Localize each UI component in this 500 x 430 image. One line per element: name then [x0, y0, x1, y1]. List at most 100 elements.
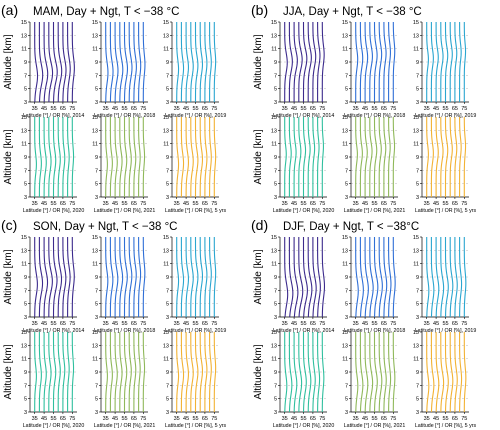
profile-line	[43, 237, 49, 318]
y-tick-label: 3	[24, 195, 27, 201]
x-axis-label-prefix: Latitude [°] / OR [%],	[415, 208, 463, 214]
y-tick-label: 9	[166, 275, 169, 281]
y-axis-label: Altitude [km]	[3, 34, 14, 89]
x-tick-label: 75	[211, 106, 217, 112]
y-tick-label: 9	[416, 275, 419, 281]
y-tick-label: 9	[24, 370, 27, 376]
profile-line	[293, 237, 299, 318]
y-tick-label: 15	[271, 20, 277, 26]
profile-line	[459, 21, 462, 102]
profile-line	[426, 332, 430, 413]
profile-line	[373, 237, 379, 318]
profile-line	[359, 117, 363, 197]
profile-line	[463, 237, 467, 317]
y-tick-label: 13	[21, 248, 27, 254]
profile-line	[302, 117, 307, 197]
profile-line	[57, 22, 63, 103]
x-tick-label: 35	[353, 416, 359, 422]
x-axis-label-prefix: Latitude [°] / OR [%],	[344, 208, 392, 214]
profile-line	[288, 237, 294, 318]
profile-line	[383, 117, 387, 197]
profile-line	[288, 22, 293, 102]
profile-line	[176, 332, 180, 412]
profile-line	[114, 237, 119, 317]
profile-line	[109, 117, 113, 198]
x-axis-label-prefix: Latitude [°] / OR [%],	[23, 328, 71, 334]
y-tick-label: 13	[163, 33, 169, 39]
profile-line	[57, 332, 61, 412]
profile-line	[444, 117, 449, 197]
profile-line	[71, 22, 75, 103]
y-tick-label: 11	[342, 262, 348, 268]
x-tick-label: 75	[390, 416, 396, 422]
y-tick-label: 7	[274, 168, 277, 174]
profile-line	[373, 22, 378, 102]
x-axis-label-year: 2021	[392, 423, 405, 429]
y-tick-label: 9	[166, 155, 169, 161]
profile-line	[204, 237, 208, 317]
profile-line	[213, 22, 217, 102]
y-tick-label: 15	[163, 330, 169, 336]
profile-line	[199, 22, 204, 102]
profile-line	[288, 332, 293, 413]
profile-line	[194, 237, 199, 317]
profile-line	[302, 237, 308, 318]
x-tick-label: 75	[69, 416, 75, 422]
profile-line	[123, 22, 129, 103]
x-axis-label: Latitude [°] / OR [%], 2018	[94, 113, 156, 119]
y-tick-label: 15	[92, 115, 98, 121]
profile-line	[378, 117, 382, 197]
profile-line	[430, 117, 434, 197]
profile-line	[123, 237, 128, 317]
profile-line	[34, 332, 37, 412]
profile-line	[133, 332, 137, 412]
profile-line	[459, 237, 463, 318]
profile-line	[449, 22, 453, 102]
x-tick-label: 75	[140, 321, 146, 327]
x-axis-label: Latitude [°] / OR [%], 2014	[273, 113, 335, 119]
y-tick-label: 5	[416, 302, 419, 308]
profile-line	[176, 22, 180, 103]
y-tick-label: 5	[95, 87, 98, 93]
y-tick-label: 7	[345, 168, 348, 174]
x-tick-label: 55	[442, 106, 448, 112]
profile-line	[180, 22, 185, 103]
y-tick-label: 11	[342, 357, 348, 363]
profile-line	[185, 237, 189, 317]
y-tick-label: 11	[21, 262, 27, 268]
profile-line	[138, 22, 142, 103]
profile-line	[57, 117, 61, 197]
x-tick-label: 55	[300, 201, 306, 207]
x-tick-label: 75	[319, 201, 325, 207]
x-axis-label-prefix: Latitude [°] / OR [%],	[344, 423, 392, 429]
profile-line	[123, 117, 128, 197]
y-tick-label: 3	[24, 315, 27, 321]
x-axis-label: Latitude [°] / OR [%], 5 yrs	[165, 423, 227, 429]
y-tick-label: 13	[342, 33, 348, 39]
y-tick-label: 3	[274, 315, 277, 321]
y-tick-label: 9	[345, 60, 348, 66]
profile-line	[388, 21, 391, 102]
y-axis-label: Altitude [km]	[3, 249, 14, 304]
y-axis-label: Altitude [km]	[3, 344, 14, 399]
y-axis-label: Altitude [km]	[253, 34, 264, 89]
profile-line	[378, 237, 383, 318]
x-tick-label: 75	[211, 321, 217, 327]
x-tick-label: 65	[202, 201, 208, 207]
profile-line	[440, 237, 445, 318]
profile-line	[317, 117, 320, 197]
y-tick-label: 9	[95, 155, 98, 161]
y-tick-label: 7	[274, 288, 277, 294]
y-tick-label: 13	[271, 343, 277, 349]
x-tick-label: 45	[41, 416, 47, 422]
y-tick-label: 5	[274, 397, 277, 403]
y-tick-label: 3	[345, 315, 348, 321]
profile-line	[209, 332, 212, 412]
x-tick-label: 35	[32, 106, 38, 112]
profile-line	[213, 117, 217, 197]
profile-line	[119, 22, 124, 103]
y-tick-label: 7	[24, 383, 27, 389]
x-tick-label: 55	[192, 321, 198, 327]
x-axis-label-year: 2018	[392, 328, 405, 334]
y-tick-label: 15	[413, 235, 419, 241]
